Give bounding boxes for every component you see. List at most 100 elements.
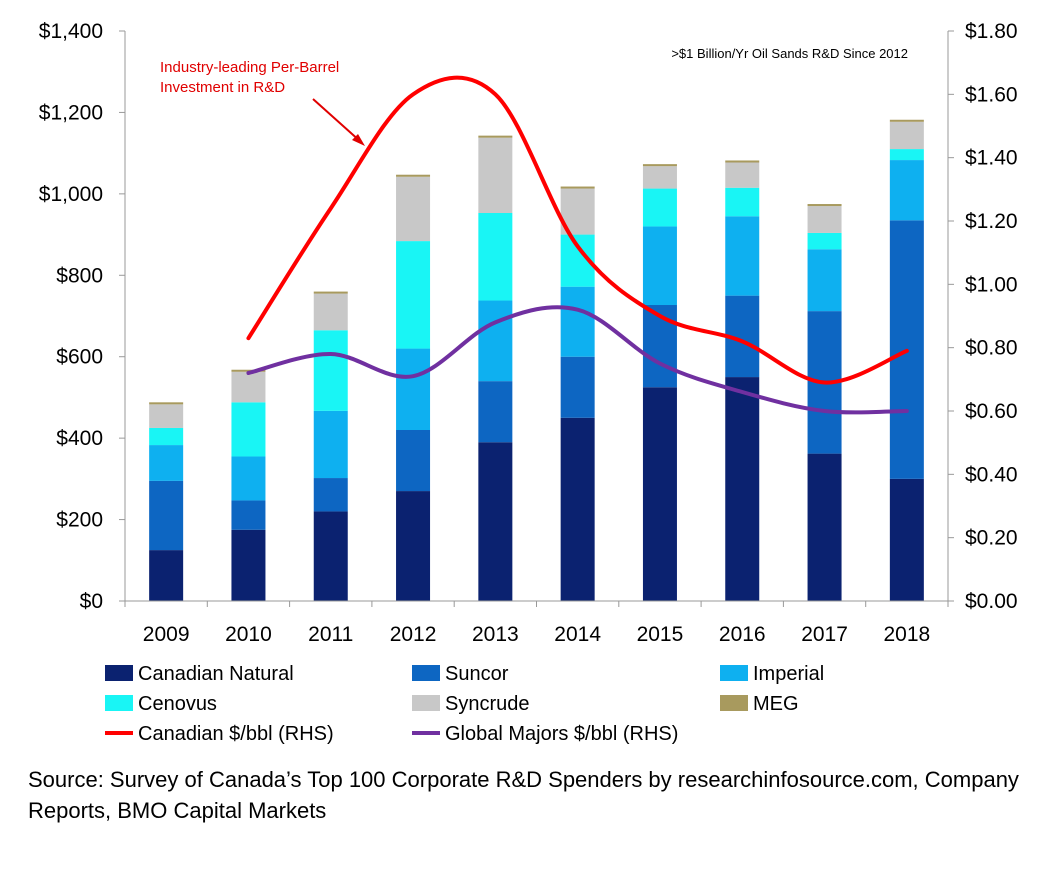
bar-cenovus-2015: [642, 188, 677, 227]
bar-syncrude-2011: [313, 293, 348, 331]
bar-imperial-2011: [313, 410, 348, 479]
bar-syncrude-2012: [396, 176, 431, 242]
x-tick-label-2015: 2015: [637, 623, 684, 646]
bar-canadian-natural-2016: [725, 377, 760, 601]
bars-layer: [149, 119, 924, 601]
bar-imperial-2014: [560, 286, 595, 357]
x-tick-label-2017: 2017: [801, 623, 848, 646]
line-canadian-bbl-rhs-: [246, 75, 909, 385]
x-tick-label-2009: 2009: [143, 623, 190, 646]
annotations-layer: >$1 Billion/Yr Oil Sands R&D Since 2012 …: [160, 46, 908, 146]
bar-syncrude-2017: [807, 206, 842, 233]
axes-layer: 2009 2010 2011 2012 2013 2014 2015 2016 2017 2018…: [39, 20, 1018, 646]
bar-imperial-2013: [478, 300, 513, 382]
bar-meg-2010: [231, 369, 266, 372]
bar-meg-2014: [560, 186, 595, 189]
y-right-tick-label: $1.60: [965, 83, 1018, 106]
bar-meg-2016: [725, 160, 760, 163]
y-right-tick-label: $0.40: [965, 463, 1018, 486]
bar-imperial-2017: [807, 249, 842, 312]
callout-arrow: [312, 98, 365, 146]
y-left-tick-label: $200: [56, 509, 103, 532]
y-right-tick-label: $1.40: [965, 147, 1018, 170]
y-right-tick-label: $0.00: [965, 590, 1018, 613]
bar-canadian-natural-2012: [396, 491, 431, 601]
y-left-tick-label: $1,000: [39, 183, 103, 206]
bar-meg-2017: [807, 204, 842, 207]
y-right-tick-label: $1.80: [965, 20, 1018, 43]
chart-note: >$1 Billion/Yr Oil Sands R&D Since 2012: [671, 46, 908, 61]
bar-canadian-natural-2010: [231, 529, 266, 601]
bar-canadian-natural-2017: [807, 453, 842, 601]
y-left-tick-label: $1,400: [39, 20, 103, 43]
bar-canadian-natural-2015: [642, 387, 677, 601]
bar-cenovus-2011: [313, 330, 348, 411]
bar-meg-2013: [478, 135, 513, 138]
y-left-tick-label: $0: [80, 590, 103, 613]
chart: 2009 2010 2011 2012 2013 2014 2015 2016 2017 2018…: [39, 20, 1018, 745]
y-right-tick-label: $1.00: [965, 273, 1018, 296]
legend-label-global-majors-bbl-rhs-: Global Majors $/bbl (RHS): [445, 723, 678, 745]
y-right-tick-label: $0.60: [965, 400, 1018, 423]
bar-canadian-natural-2013: [478, 442, 513, 601]
bar-cenovus-2018: [889, 149, 924, 161]
legend-swatch-imperial: [720, 665, 748, 681]
y-left-tick-label: $400: [56, 427, 103, 450]
x-tick-label-2018: 2018: [883, 623, 930, 646]
bar-meg-2011: [313, 291, 348, 294]
bar-canadian-natural-2018: [889, 478, 924, 601]
bar-imperial-2016: [725, 216, 760, 296]
legend-swatch-suncor: [412, 665, 440, 681]
bar-canadian-natural-2009: [149, 550, 184, 601]
x-tick-label-2013: 2013: [472, 623, 519, 646]
legend-swatch-syncrude: [412, 695, 440, 711]
x-tick-label-2016: 2016: [719, 623, 766, 646]
bar-suncor-2012: [396, 430, 431, 492]
source-note: Source: Survey of Canada’s Top 100 Corpo…: [28, 767, 1019, 823]
legend-label-syncrude: Syncrude: [445, 693, 530, 715]
x-tick-label-2012: 2012: [390, 623, 437, 646]
bar-cenovus-2016: [725, 187, 760, 217]
bar-suncor-2013: [478, 381, 513, 443]
bar-suncor-2014: [560, 356, 595, 418]
bar-meg-2015: [642, 164, 677, 167]
y-right-tick-label: $1.20: [965, 210, 1018, 233]
legend-swatch-meg: [720, 695, 748, 711]
lines-layer: [246, 75, 909, 415]
y-right-tick-label: $0.20: [965, 527, 1018, 550]
bar-meg-2012: [396, 174, 431, 177]
bar-imperial-2009: [149, 445, 184, 481]
legend-swatch-canadian-natural: [105, 665, 133, 681]
legend-label-meg: MEG: [753, 693, 799, 715]
bar-syncrude-2013: [478, 137, 513, 213]
bar-cenovus-2012: [396, 241, 431, 349]
bar-canadian-natural-2011: [313, 511, 348, 601]
legend-label-suncor: Suncor: [445, 663, 509, 685]
legend: Canadian Natural Suncor Imperial Cenovus Syn…: [105, 663, 824, 745]
bar-cenovus-2013: [478, 212, 513, 301]
callout-line-2: Investment in R&D: [160, 79, 285, 96]
x-tick-label-2010: 2010: [225, 623, 272, 646]
y-right-tick-label: $0.80: [965, 337, 1018, 360]
bar-cenovus-2010: [231, 402, 266, 457]
bar-canadian-natural-2014: [560, 417, 595, 601]
bar-syncrude-2009: [149, 404, 184, 428]
x-tick-label-2014: 2014: [554, 623, 601, 646]
bar-suncor-2009: [149, 480, 184, 551]
bar-syncrude-2016: [725, 162, 760, 188]
legend-label-imperial: Imperial: [753, 663, 824, 685]
bar-cenovus-2017: [807, 232, 842, 250]
bar-meg-2009: [149, 402, 184, 405]
legend-label-canadian-natural: Canadian Natural: [138, 663, 294, 685]
bar-suncor-2015: [642, 305, 677, 388]
y-left-tick-label: $600: [56, 346, 103, 369]
callout-line-1: Industry-leading Per-Barrel: [160, 59, 339, 76]
bar-syncrude-2015: [642, 166, 677, 189]
bar-imperial-2015: [642, 226, 677, 306]
legend-swatch-cenovus: [105, 695, 133, 711]
bar-syncrude-2018: [889, 121, 924, 150]
bar-suncor-2010: [231, 500, 266, 530]
bar-meg-2018: [889, 119, 924, 122]
legend-label-canadian-bbl-rhs-: Canadian $/bbl (RHS): [138, 723, 334, 745]
bar-imperial-2010: [231, 456, 266, 501]
